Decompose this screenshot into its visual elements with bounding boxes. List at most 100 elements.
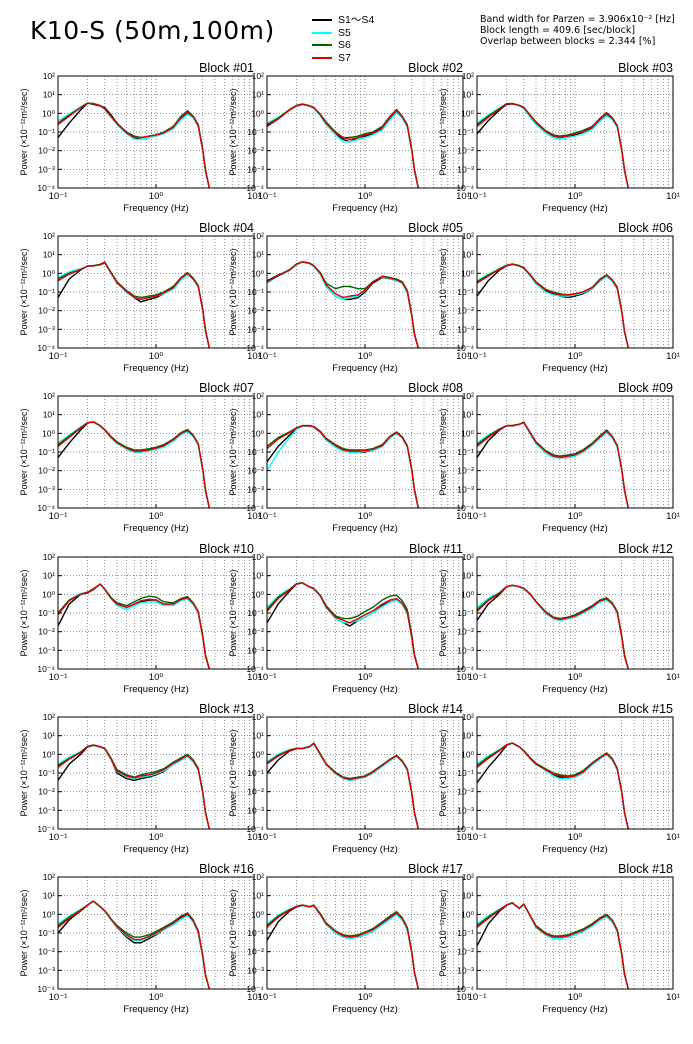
- x-tick-label: 10¹: [666, 672, 680, 683]
- legend-item-s6: S6: [312, 39, 374, 52]
- x-tick-label: 10¹: [456, 992, 470, 1003]
- y-tick-label: 10²: [462, 71, 474, 81]
- x-tick-label: 10¹: [247, 992, 261, 1003]
- y-tick-label: 10⁻²: [38, 787, 55, 797]
- y-tick-label: 10⁻³: [38, 645, 55, 655]
- series-line-s6: [477, 421, 629, 508]
- y-tick-label: 10⁻¹: [38, 447, 55, 457]
- info-overlap: Overlap between blocks = 2.344 [%]: [480, 36, 656, 47]
- x-tick-label: 10¹: [247, 672, 261, 683]
- y-tick-label: 10⁻²: [38, 466, 55, 476]
- legend-label-s5: S5: [338, 26, 351, 39]
- y-tick-label: 10²: [252, 391, 264, 401]
- panel-title: Block #12: [618, 542, 673, 556]
- series-line-s7: [477, 902, 629, 989]
- y-tick-label: 10⁻³: [38, 805, 55, 815]
- x-tick-label: 10⁻¹: [258, 351, 277, 362]
- y-tick-label: 10⁻²: [247, 466, 264, 476]
- y-tick-label: 10²: [462, 872, 474, 882]
- x-axis-label: Frequency (Hz): [542, 203, 607, 214]
- info-bandwidth: Band width for Parzen = 3.906x10⁻² [Hz]: [480, 14, 675, 25]
- y-tick-label: 10⁻¹: [457, 608, 474, 618]
- y-tick-label: 10⁻³: [457, 324, 474, 334]
- y-tick-label: 10⁻⁴: [246, 503, 264, 513]
- x-tick-label: 10⁻¹: [49, 191, 68, 202]
- panel-01: 10⁻¹ 10⁰ 10¹10⁻⁴10⁻³10⁻²10⁻¹10⁰10¹10²Block…: [19, 61, 261, 214]
- series-line-s6: [58, 421, 210, 508]
- y-tick-label: 10⁻⁴: [37, 343, 55, 353]
- y-tick-label: 10⁻⁴: [37, 984, 55, 994]
- x-axis-label: Frequency (Hz): [332, 844, 397, 855]
- panel-03: 10⁻¹ 10⁰ 10¹10⁻⁴10⁻³10⁻²10⁻¹10⁰10¹10²Block…: [438, 61, 680, 214]
- y-tick-label: 10⁻³: [38, 164, 55, 174]
- y-tick-label: 10⁻³: [247, 965, 264, 975]
- series-line-s5: [477, 742, 629, 829]
- y-tick-label: 10¹: [462, 90, 474, 100]
- plot-frame: [57, 75, 255, 189]
- y-tick-label: 10⁻²: [457, 146, 474, 156]
- y-tick-label: 10⁻¹: [247, 287, 264, 297]
- y-tick-label: 10⁻⁴: [456, 824, 474, 834]
- x-axis-label: Frequency (Hz): [123, 684, 188, 695]
- x-tick-label: 10⁰: [358, 511, 373, 522]
- y-tick-label: 10⁻⁴: [246, 343, 264, 353]
- y-tick-label: 10⁻¹: [38, 928, 55, 938]
- plot-frame: [266, 75, 464, 189]
- x-axis-label: Frequency (Hz): [542, 684, 607, 695]
- y-tick-label: 10⁻²: [247, 787, 264, 797]
- y-axis-label: Power (×10⁻¹²m²/sec): [228, 889, 238, 976]
- x-axis-label: Frequency (Hz): [123, 203, 188, 214]
- x-tick-label: 10⁻¹: [258, 672, 277, 683]
- y-tick-label: 10²: [43, 712, 55, 722]
- x-tick-label: 10¹: [247, 511, 261, 522]
- x-tick-label: 10⁻¹: [49, 351, 68, 362]
- y-tick-label: 10⁻²: [247, 627, 264, 637]
- y-axis-label: Power (×10⁻¹²m²/sec): [228, 569, 238, 656]
- y-tick-label: 10⁻¹: [457, 287, 474, 297]
- x-axis-label: Frequency (Hz): [123, 523, 188, 534]
- x-tick-label: 10⁻¹: [468, 351, 487, 362]
- y-tick-label: 10¹: [252, 891, 264, 901]
- plot-frame: [476, 716, 674, 830]
- series-line-s6: [477, 584, 629, 669]
- y-tick-label: 10⁰: [251, 268, 264, 278]
- y-tick-label: 10⁻³: [38, 965, 55, 975]
- y-tick-label: 10²: [462, 552, 474, 562]
- series-line-s1s4: [58, 421, 210, 508]
- y-tick-label: 10⁻⁴: [37, 183, 55, 193]
- series-line-s7: [267, 582, 419, 669]
- x-tick-label: 10⁰: [568, 351, 583, 362]
- y-tick-label: 10⁻²: [38, 306, 55, 316]
- y-tick-label: 10²: [43, 71, 55, 81]
- x-axis-label: Frequency (Hz): [332, 684, 397, 695]
- y-tick-label: 10⁻⁴: [456, 664, 474, 674]
- y-tick-label: 10⁻¹: [247, 447, 264, 457]
- y-tick-label: 10⁻³: [457, 805, 474, 815]
- y-tick-label: 10²: [43, 552, 55, 562]
- x-axis-label: Frequency (Hz): [123, 363, 188, 374]
- panel-09: 10⁻¹ 10⁰ 10¹10⁻⁴10⁻³10⁻²10⁻¹10⁰10¹10²Block…: [438, 381, 680, 534]
- panel-title: Block #09: [618, 381, 673, 395]
- legend-label-s1-s4: S1〜S4: [338, 14, 375, 26]
- y-axis-label: Power (×10⁻¹²m²/sec): [438, 569, 448, 656]
- y-tick-label: 10⁻³: [247, 164, 264, 174]
- y-tick-label: 10¹: [43, 410, 55, 420]
- panel-title: Block #11: [409, 542, 463, 556]
- panel-15: 10⁻¹ 10⁰ 10¹10⁻⁴10⁻³10⁻²10⁻¹10⁰10¹10²Block…: [438, 702, 680, 855]
- series-line-s7: [477, 742, 629, 829]
- plot-frame: [57, 395, 255, 509]
- series-line-s6: [267, 261, 419, 348]
- y-axis-label: Power (×10⁻¹²m²/sec): [438, 248, 448, 335]
- y-tick-label: 10⁻³: [457, 164, 474, 174]
- y-tick-label: 10¹: [462, 250, 474, 260]
- y-tick-label: 10²: [252, 231, 264, 241]
- y-axis-label: Power (×10⁻¹²m²/sec): [19, 88, 29, 175]
- x-axis-label: Frequency (Hz): [332, 203, 397, 214]
- y-tick-label: 10²: [252, 712, 264, 722]
- x-axis-label: Frequency (Hz): [332, 363, 397, 374]
- panel-02: 10⁻¹ 10⁰ 10¹10⁻⁴10⁻³10⁻²10⁻¹10⁰10¹10²Block…: [228, 61, 470, 214]
- series-line-s5: [58, 421, 210, 508]
- y-tick-label: 10²: [462, 231, 474, 241]
- x-tick-label: 10¹: [456, 832, 470, 843]
- y-tick-label: 10⁻¹: [38, 608, 55, 618]
